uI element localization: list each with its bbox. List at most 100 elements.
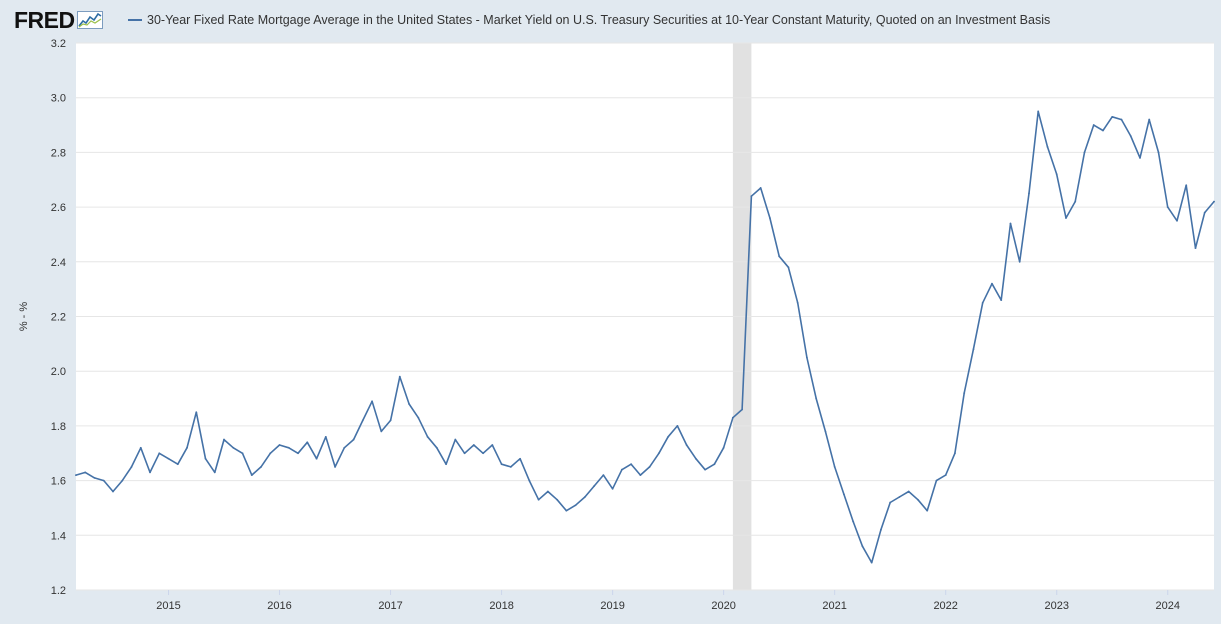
- data-point: [861, 545, 864, 548]
- x-tick-label: 2015: [156, 600, 180, 612]
- data-point: [417, 416, 420, 419]
- y-tick-label: 1.6: [51, 476, 66, 488]
- data-point: [556, 498, 559, 501]
- data-point: [593, 485, 596, 487]
- legend-label: 30-Year Fixed Rate Mortgage Average in t…: [147, 13, 1051, 27]
- data-point: [769, 217, 771, 219]
- data-point: [426, 435, 429, 438]
- data-point: [963, 392, 966, 394]
- data-point: [778, 255, 781, 258]
- x-tick-label: 2024: [1155, 600, 1179, 612]
- data-point: [408, 403, 410, 405]
- data-point: [1176, 219, 1178, 222]
- data-point: [445, 463, 447, 466]
- data-point: [1009, 222, 1012, 225]
- data-point: [731, 416, 734, 419]
- data-point: [704, 468, 707, 471]
- data-point: [371, 400, 373, 403]
- fred-logo[interactable]: FRED: [14, 6, 103, 34]
- data-point: [806, 356, 808, 359]
- data-point: [75, 474, 77, 477]
- data-point: [824, 430, 827, 433]
- data-point: [352, 438, 355, 441]
- data-point: [380, 430, 383, 433]
- legend[interactable]: 30-Year Fixed Rate Mortgage Average in t…: [128, 13, 1050, 27]
- data-point: [186, 446, 188, 449]
- data-point: [472, 444, 475, 446]
- data-point: [269, 452, 272, 455]
- data-point: [565, 509, 568, 512]
- data-point: [759, 187, 762, 189]
- y-tick-label: 2.0: [51, 366, 66, 378]
- data-point: [84, 471, 87, 474]
- data-point: [787, 266, 790, 269]
- data-point: [250, 474, 253, 477]
- data-point: [926, 509, 929, 512]
- data-point: [278, 444, 281, 446]
- data-point: [167, 457, 170, 460]
- data-point: [435, 446, 438, 449]
- data-point: [1148, 118, 1151, 121]
- data-point: [1111, 115, 1114, 118]
- series-line: [75, 110, 1215, 564]
- data-point: [334, 466, 336, 468]
- data-point: [676, 425, 679, 427]
- data-point: [1194, 247, 1197, 250]
- data-point: [324, 435, 327, 438]
- data-point: [1120, 118, 1123, 121]
- data-point: [639, 474, 642, 477]
- data-point: [852, 520, 855, 523]
- data-point: [944, 474, 947, 477]
- data-point: [667, 435, 670, 438]
- data-point: [176, 463, 179, 466]
- x-tick-label: 2018: [489, 600, 513, 612]
- data-point: [1028, 192, 1030, 195]
- data-point: [648, 466, 651, 468]
- legend-swatch: [128, 19, 142, 21]
- x-tick-label: 2022: [933, 600, 957, 612]
- y-tick-label: 3.0: [51, 93, 66, 105]
- data-point: [972, 348, 975, 351]
- y-tick-label: 2.6: [51, 202, 66, 214]
- data-point: [870, 561, 873, 564]
- y-tick-label: 3.2: [51, 38, 66, 50]
- data-point: [935, 479, 938, 482]
- data-point: [630, 463, 633, 466]
- data-point: [509, 466, 512, 468]
- x-tick-label: 2019: [600, 600, 624, 612]
- data-point: [454, 438, 457, 441]
- data-point: [898, 496, 901, 498]
- data-point: [260, 466, 262, 468]
- data-point: [287, 446, 290, 449]
- data-point: [1102, 129, 1104, 132]
- data-point: [1065, 217, 1067, 219]
- data-point: [889, 501, 892, 504]
- data-point: [158, 452, 161, 455]
- data-point: [112, 490, 114, 493]
- data-point: [1129, 135, 1132, 137]
- data-point: [204, 457, 207, 460]
- data-point: [343, 446, 346, 449]
- data-point: [685, 444, 688, 446]
- data-point: [917, 498, 919, 501]
- x-tick-label: 2021: [822, 600, 846, 612]
- data-point: [149, 471, 151, 474]
- data-point: [491, 444, 494, 446]
- data-point: [130, 466, 133, 468]
- data-point: [102, 479, 105, 482]
- fred-logo-text: FRED: [14, 6, 75, 33]
- data-point: [389, 419, 392, 422]
- data-point: [1000, 299, 1003, 301]
- x-tick-label: 2016: [267, 600, 291, 612]
- data-point: [306, 441, 309, 444]
- data-point: [750, 195, 753, 198]
- x-tick-label: 2023: [1044, 600, 1068, 612]
- data-point: [195, 411, 198, 414]
- chart-header: FRED 30-Year Fixed Rate Mortgage Average…: [0, 0, 1221, 40]
- data-point: [1083, 151, 1086, 154]
- data-point: [574, 504, 577, 507]
- data-point: [1139, 156, 1141, 159]
- x-tick-label: 2017: [378, 600, 402, 612]
